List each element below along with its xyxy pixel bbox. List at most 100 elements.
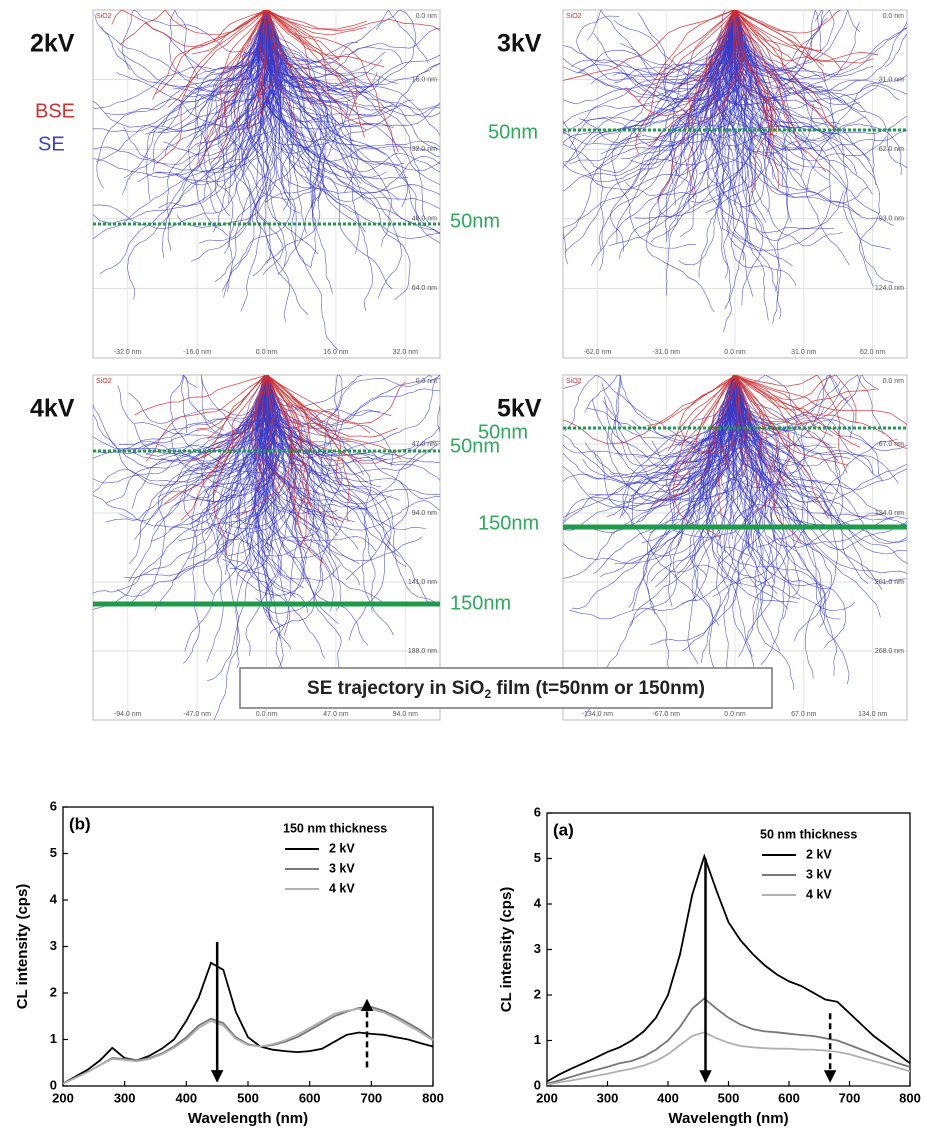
y-tick-label: 6 xyxy=(534,804,541,819)
x-tick-label: 700 xyxy=(839,1090,861,1105)
trajectory xyxy=(732,375,857,424)
y-axis-label: CL intensity (cps) xyxy=(498,887,515,1013)
trajectory xyxy=(96,10,265,189)
y-tick-label: 4 xyxy=(50,891,58,906)
trajectory xyxy=(722,10,736,123)
legend-label: 3 kV xyxy=(329,861,355,875)
sim-label: 2kV xyxy=(30,30,75,58)
sim-x-tick-label: 0.0 nm xyxy=(256,711,278,718)
trajectory xyxy=(167,10,267,108)
trajectory xyxy=(266,10,319,208)
sim-y-tick-label: 201.0 nm xyxy=(875,579,904,586)
trajectory xyxy=(180,375,266,521)
trajectory xyxy=(267,10,312,106)
trajectory xyxy=(724,10,902,175)
y-tick-label: 4 xyxy=(534,895,542,910)
trajectory xyxy=(736,10,907,79)
sim-x-tick-label: -62.0 nm xyxy=(584,349,612,356)
y-tick-label: 1 xyxy=(50,1031,57,1046)
sim-y-tick-label: 188.0 nm xyxy=(408,648,437,655)
chart-title: (a) xyxy=(553,820,574,839)
series-line xyxy=(62,1007,434,1085)
trajectory xyxy=(736,10,826,82)
trajectory xyxy=(637,10,734,103)
sim-x-tick-label: -134.0 nm xyxy=(582,711,614,718)
trajectory xyxy=(734,10,774,194)
legend-title: 150 nm thickness xyxy=(283,821,387,835)
trajectory xyxy=(735,375,763,490)
trajectory xyxy=(717,375,739,519)
trajectory xyxy=(267,375,371,434)
sim-y-tick-label: 62.0 nm xyxy=(879,146,904,153)
y-tick-label: 1 xyxy=(534,1032,541,1047)
x-axis-label: Wavelength (nm) xyxy=(668,1110,788,1127)
trajectory xyxy=(262,10,403,299)
caption-sub: 2 xyxy=(484,687,491,701)
trajectory xyxy=(667,375,738,452)
plot-frame xyxy=(546,812,911,1087)
sim-material: SiO2 xyxy=(566,378,582,385)
sim-material: SiO2 xyxy=(96,13,112,20)
sim-x-tick-label: 134.0 nm xyxy=(858,711,887,718)
trajectory xyxy=(152,10,267,100)
trajectory xyxy=(266,10,358,119)
trajectory xyxy=(730,10,881,288)
trajectory xyxy=(267,375,293,458)
trajectory xyxy=(264,375,392,641)
trajectory xyxy=(694,375,750,455)
trajectory xyxy=(649,10,734,127)
trajectory xyxy=(264,10,440,137)
y-tick-label: 5 xyxy=(534,850,541,865)
trajectory xyxy=(257,10,268,99)
sim-y-tick-label: 32.0 nm xyxy=(412,146,437,153)
sim-y-tick-label: 47.0 nm xyxy=(412,441,437,448)
trajectory xyxy=(714,10,850,266)
sim-y-tick-label: 124.0 nm xyxy=(875,285,904,292)
trajectories xyxy=(93,375,440,720)
trajectories xyxy=(563,10,907,333)
trajectory xyxy=(228,375,293,557)
y-tick-label: 6 xyxy=(50,798,57,813)
caption: SE trajectory in SiO2 film (t=50nm or 15… xyxy=(307,678,705,701)
trajectory xyxy=(610,375,750,457)
trajectory xyxy=(201,375,267,540)
trajectories xyxy=(563,375,907,718)
trajectory xyxy=(260,10,312,268)
trajectory xyxy=(713,375,737,451)
trajectory xyxy=(733,375,907,449)
sim-y-tick-label: 0.0 nm xyxy=(883,378,905,385)
trajectory xyxy=(257,375,273,495)
sim-panel: 0.0 nm 47.0 nm 94.0 nm 141.0 nm 188.0 nm -94.… xyxy=(30,374,511,721)
trajectory xyxy=(260,375,303,623)
trajectory xyxy=(734,10,787,178)
trajectory xyxy=(733,375,841,620)
trajectory xyxy=(635,10,736,155)
trajectory xyxy=(658,10,737,79)
trajectory xyxy=(641,375,735,544)
trajectory xyxy=(264,10,425,226)
trajectory xyxy=(245,375,275,550)
trajectory xyxy=(712,375,735,470)
sim-y-tick-label: 0.0 nm xyxy=(416,13,438,20)
sim-label: 3kV xyxy=(497,30,542,58)
sim-label: 4kV xyxy=(30,395,75,423)
sim-x-tick-label: -67.0 nm xyxy=(652,711,680,718)
trajectory xyxy=(93,375,285,531)
trajectory xyxy=(225,10,268,78)
trajectory xyxy=(680,10,736,238)
trajectory xyxy=(736,10,907,95)
trajectory xyxy=(265,375,406,425)
trajectory xyxy=(196,10,269,147)
trajectory xyxy=(734,10,827,173)
trajectory xyxy=(736,10,746,109)
trajectory xyxy=(265,10,346,115)
trajectory xyxy=(651,375,737,582)
trajectory xyxy=(732,10,807,71)
series-line xyxy=(546,997,911,1085)
sim-x-tick-label: 0.0 nm xyxy=(724,349,746,356)
x-tick-label: 700 xyxy=(360,1090,382,1105)
series-line xyxy=(546,853,911,1083)
trajectory xyxy=(128,375,267,424)
trajectory xyxy=(733,10,768,141)
trajectory xyxy=(679,375,738,442)
